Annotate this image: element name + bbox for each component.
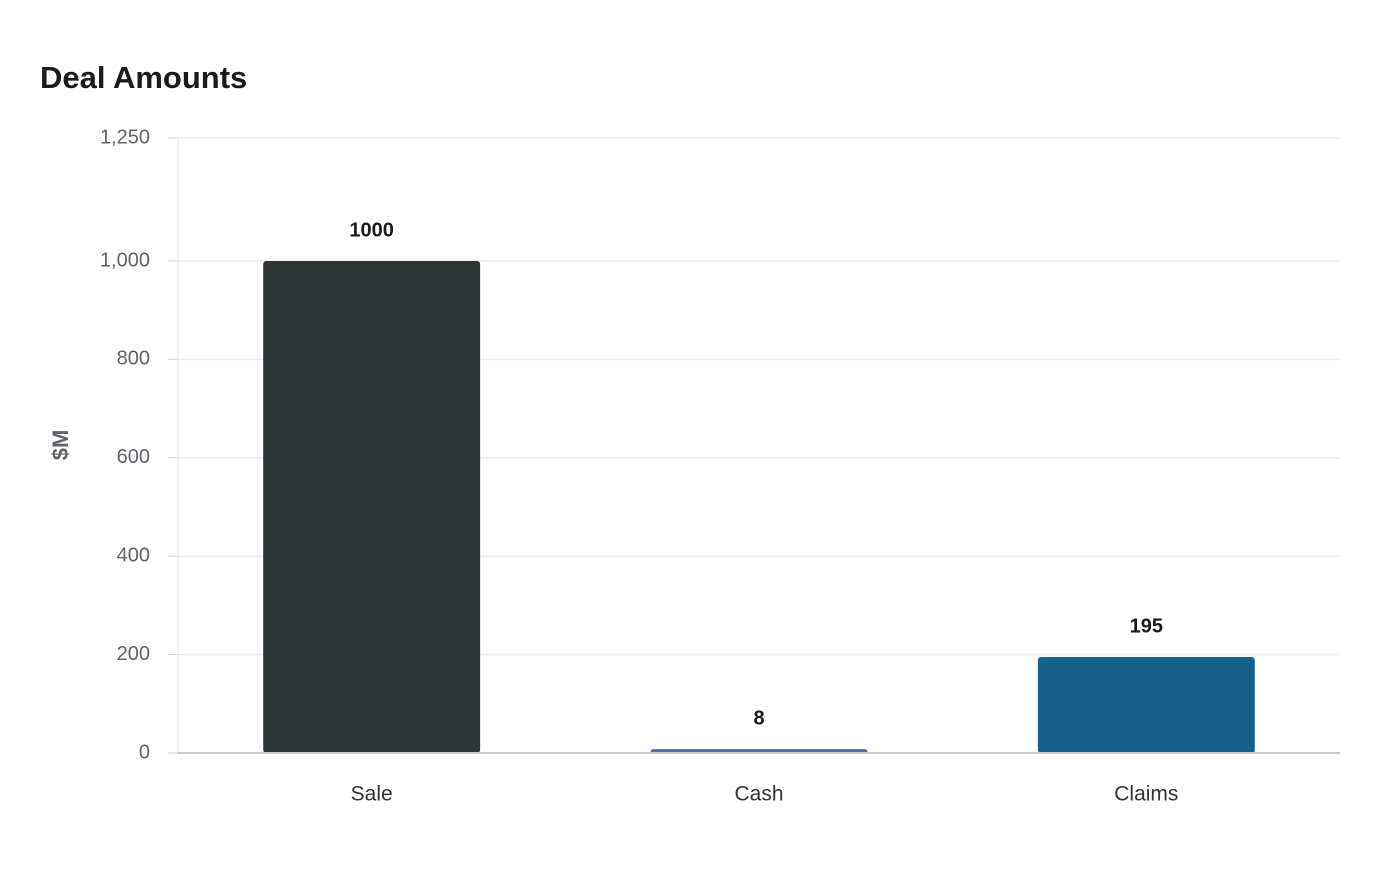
y-tick-label: 1,000 [100,249,150,271]
y-tick-label: 1,250 [100,126,150,148]
x-tick-label: Claims [1114,783,1178,806]
y-tick-label: 800 [117,348,150,370]
y-axis-label: $M [48,430,73,461]
y-tick-label: 600 [117,446,150,468]
value-label: 8 [753,707,764,729]
bar [263,261,481,753]
chart-title: Deal Amounts [40,60,247,95]
y-tick-label: 400 [117,544,150,566]
y-tick-label: 200 [117,643,150,665]
value-label: 1000 [349,219,394,241]
value-label: 195 [1130,615,1163,637]
y-tick-label: 0 [139,741,150,763]
bar [1037,657,1255,753]
x-tick-label: Cash [734,783,783,806]
x-tick-label: Sale [351,783,393,806]
